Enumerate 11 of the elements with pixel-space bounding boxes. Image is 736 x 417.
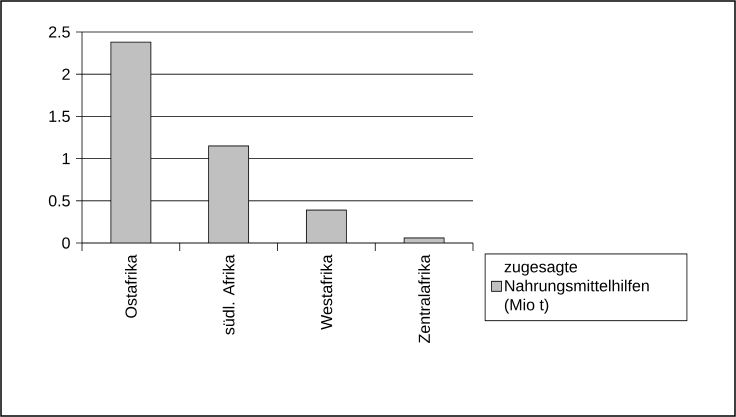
x-tick-label: Westafrika	[320, 254, 332, 330]
y-tick-label: 1.5	[49, 110, 70, 122]
y-tick-label: 0	[62, 237, 70, 249]
x-tick-label: Zentralafrika	[418, 254, 430, 343]
x-tick-label: südl. Afrika	[222, 254, 235, 335]
y-tick-label: 0.5	[48, 195, 70, 206]
y-tick-label: 2.5	[49, 26, 70, 38]
y-tick-label: 2	[62, 68, 70, 80]
x-tick-label: Ostafrika	[125, 254, 137, 318]
legend-label: zugesagte Nahrungsmittelhilfen (Mio t)	[504, 262, 649, 314]
y-tick-label: 1	[62, 153, 70, 164]
